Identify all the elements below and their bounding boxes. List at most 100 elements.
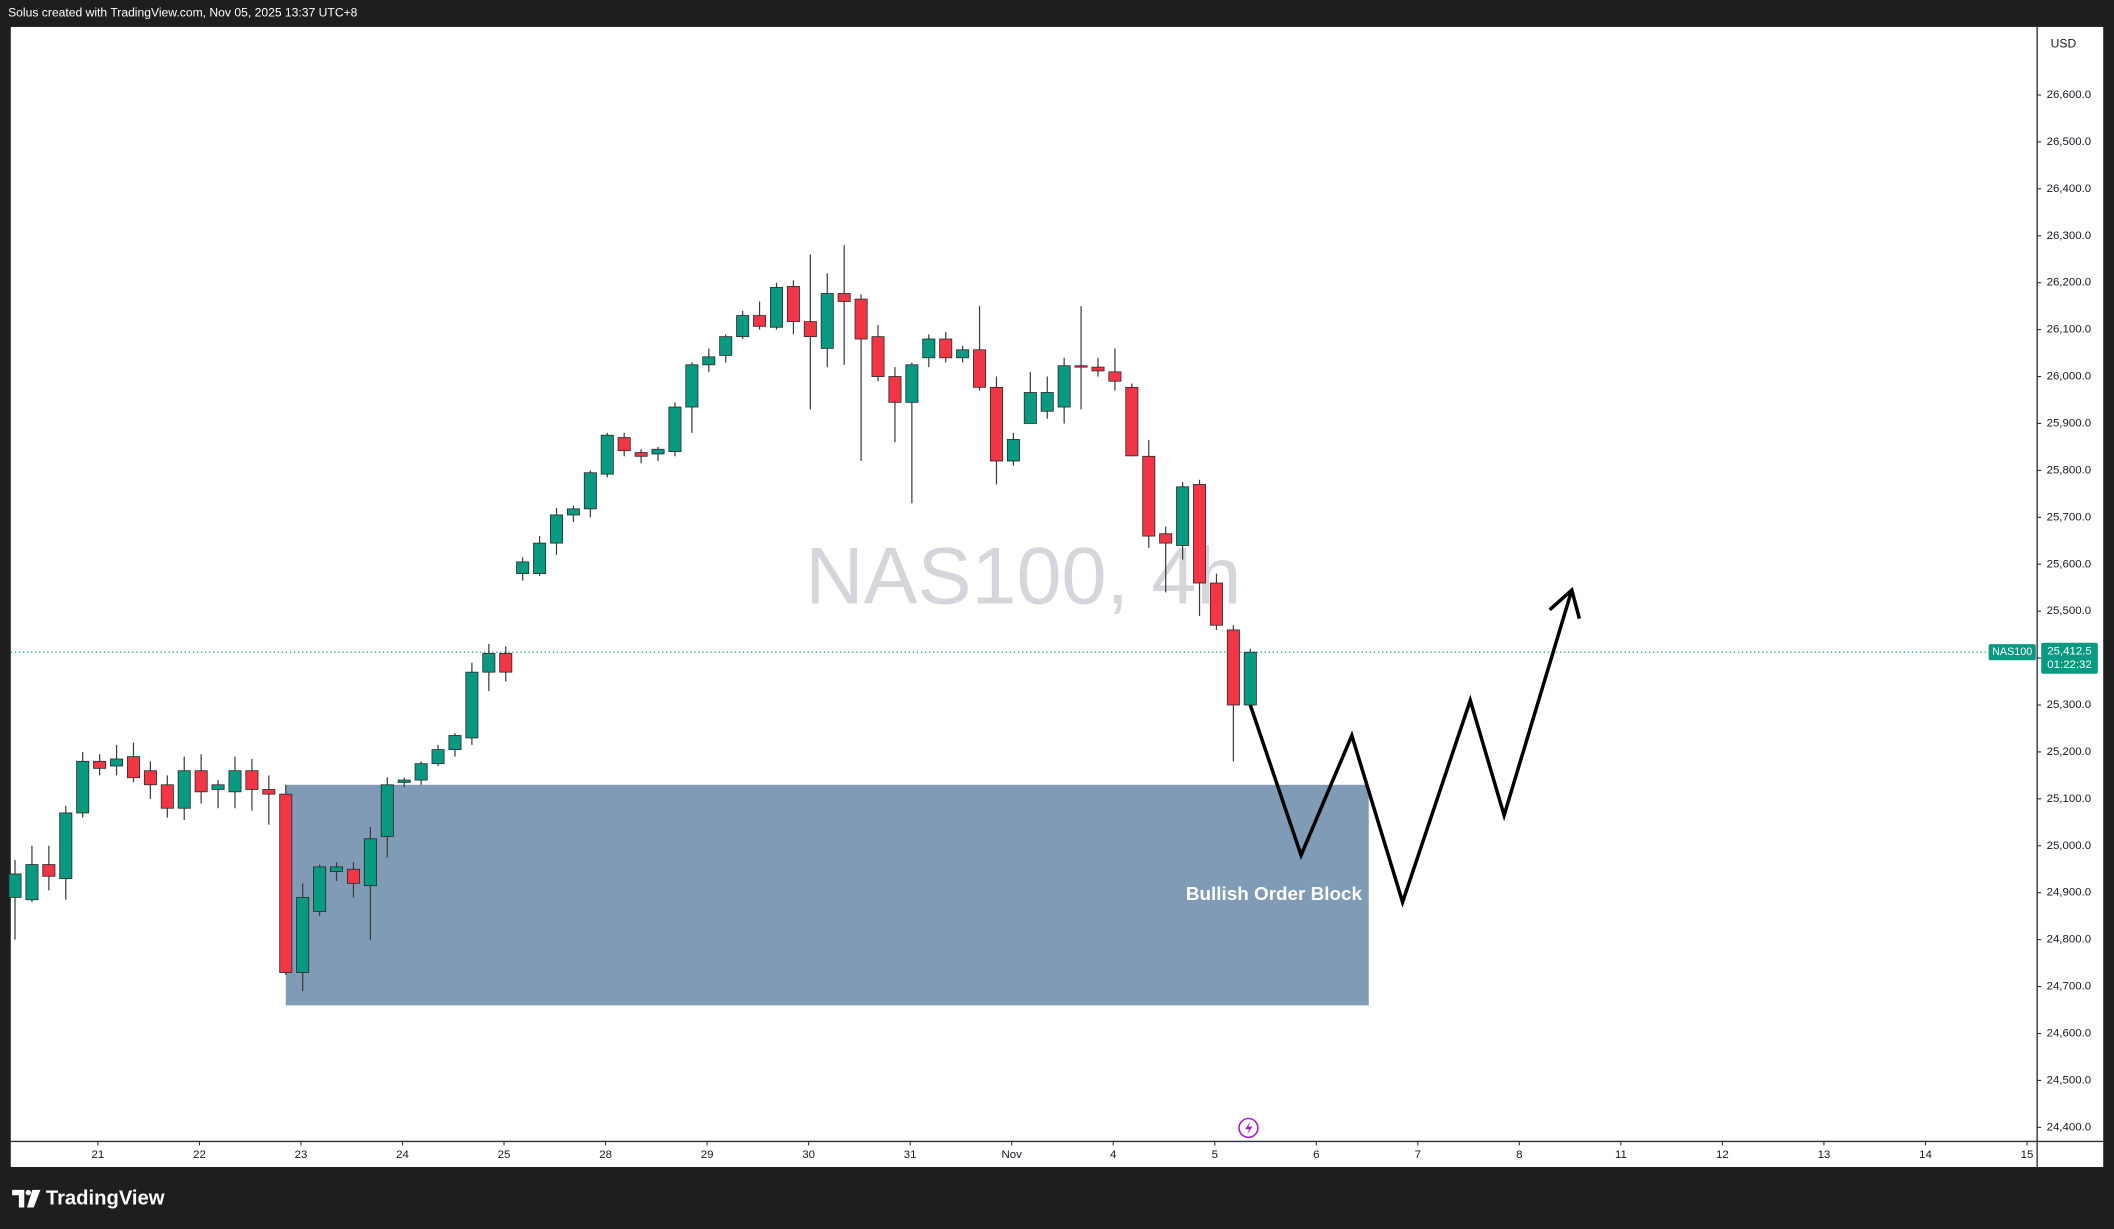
candle-body: [1006, 439, 1020, 462]
candle-body: [702, 356, 716, 366]
candle-body: [651, 448, 665, 455]
candle-body: [854, 298, 868, 340]
y-tick-label: 25,300.0: [2047, 699, 2092, 711]
x-tick-label: 7: [1415, 1149, 1421, 1161]
candle-body: [8, 873, 22, 898]
candle-body: [465, 671, 479, 739]
currency-label: USD: [2051, 37, 2077, 51]
y-tick-label: 26,600.0: [2047, 89, 2092, 101]
order-block-label: Bullish Order Block: [1186, 883, 1363, 904]
candle-body: [482, 652, 496, 673]
candle-body: [956, 349, 970, 359]
candle-body: [973, 349, 987, 388]
candle-body: [160, 784, 174, 809]
candle-body: [1074, 365, 1088, 368]
candle-body: [837, 293, 851, 302]
candle-body: [634, 452, 648, 457]
x-tick-label: 12: [1716, 1149, 1729, 1161]
last-price-label: 25,412.5: [2047, 646, 2092, 658]
event-bolt: [1245, 1121, 1253, 1135]
y-tick-label: 25,700.0: [2047, 511, 2092, 523]
x-tick-label: 15: [2021, 1149, 2034, 1161]
candle-body: [516, 561, 530, 575]
candle-body: [989, 386, 1003, 462]
y-tick-label: 25,500.0: [2047, 605, 2092, 617]
candle-body: [922, 338, 936, 359]
candle-body: [279, 793, 293, 973]
candle-body: [736, 315, 750, 338]
y-tick-label: 26,300.0: [2047, 230, 2092, 242]
y-tick-label: 25,100.0: [2047, 793, 2092, 805]
plot: 24,400.0 24,500.0 24,600.0 24,700.0 24,800.0…: [8, 89, 2098, 1161]
y-tick-label: 24,900.0: [2047, 887, 2092, 899]
x-tick-label: 11: [1615, 1149, 1627, 1161]
candle-body: [600, 434, 614, 475]
candle-body: [177, 770, 191, 809]
candle-body: [668, 406, 682, 453]
event-marker: [1238, 1117, 1259, 1139]
x-tick-label: 28: [599, 1149, 612, 1161]
symbol-badge: [1988, 644, 2036, 661]
candle-body: [533, 542, 547, 575]
candle-body: [685, 364, 699, 408]
x-tick-label: 21: [92, 1149, 105, 1161]
x-tick-label: 6: [1313, 1149, 1319, 1161]
watermark: NAS100, 4h: [805, 532, 1241, 622]
y-tick-label: 26,000.0: [2047, 371, 2092, 383]
candle-body: [769, 286, 783, 328]
x-tick-label: 24: [396, 1149, 409, 1161]
y-tick-label: 26,500.0: [2047, 136, 2092, 148]
candle-body: [1243, 651, 1257, 706]
candle-body: [363, 838, 377, 887]
y-tick-label: 24,400.0: [2047, 1121, 2092, 1133]
candle-body: [566, 508, 580, 516]
candle-body: [1125, 386, 1139, 457]
x-tick-label: 31: [904, 1149, 917, 1161]
candle-body: [1159, 533, 1173, 544]
candle-body: [617, 437, 631, 452]
x-tick-label: 5: [1212, 1149, 1218, 1161]
candle-body: [431, 749, 445, 765]
candle-body: [211, 784, 225, 790]
candle-body: [59, 812, 73, 880]
y-tick-label: 25,200.0: [2047, 746, 2092, 758]
candle-body: [939, 338, 953, 359]
brand-logo: TradingView: [12, 1188, 165, 1210]
candle-body: [330, 866, 344, 872]
candle-body: [143, 770, 157, 786]
x-tick-label: 22: [193, 1149, 206, 1161]
candle-body: [803, 321, 817, 338]
candle-body: [76, 760, 90, 814]
x-tick-label: Nov: [1002, 1149, 1023, 1161]
candle-body: [228, 770, 242, 793]
projection-arrowhead: [1548, 586, 1582, 620]
candle-body: [905, 364, 919, 403]
brand-name: TradingView: [46, 1188, 165, 1210]
candle-body: [1209, 582, 1223, 626]
x-tick-label: 13: [1818, 1149, 1831, 1161]
logo-slash: [26, 1189, 41, 1208]
candle-body: [499, 652, 513, 673]
candle-body: [1040, 392, 1054, 412]
y-tick-label: 24,500.0: [2047, 1074, 2092, 1086]
y-tick-label: 25,900.0: [2047, 417, 2092, 429]
candle-body: [346, 868, 360, 884]
candle-body: [313, 866, 327, 912]
candle-body: [42, 864, 56, 877]
candle-body: [550, 514, 564, 544]
x-tick-label: 14: [1919, 1149, 1932, 1161]
candle-body: [719, 336, 733, 356]
projection-path: [1248, 589, 1574, 908]
countdown-label: 01:22:32: [2047, 659, 2092, 671]
candle-body: [820, 293, 834, 349]
y-tick-label: 24,600.0: [2047, 1028, 2092, 1040]
candle-body: [1226, 629, 1240, 706]
y-tick-label: 24,800.0: [2047, 934, 2092, 946]
candle-body: [583, 472, 597, 510]
candle-body: [245, 770, 259, 790]
candle-body: [397, 779, 411, 783]
candle-body: [753, 315, 767, 327]
candle-body: [262, 789, 276, 795]
